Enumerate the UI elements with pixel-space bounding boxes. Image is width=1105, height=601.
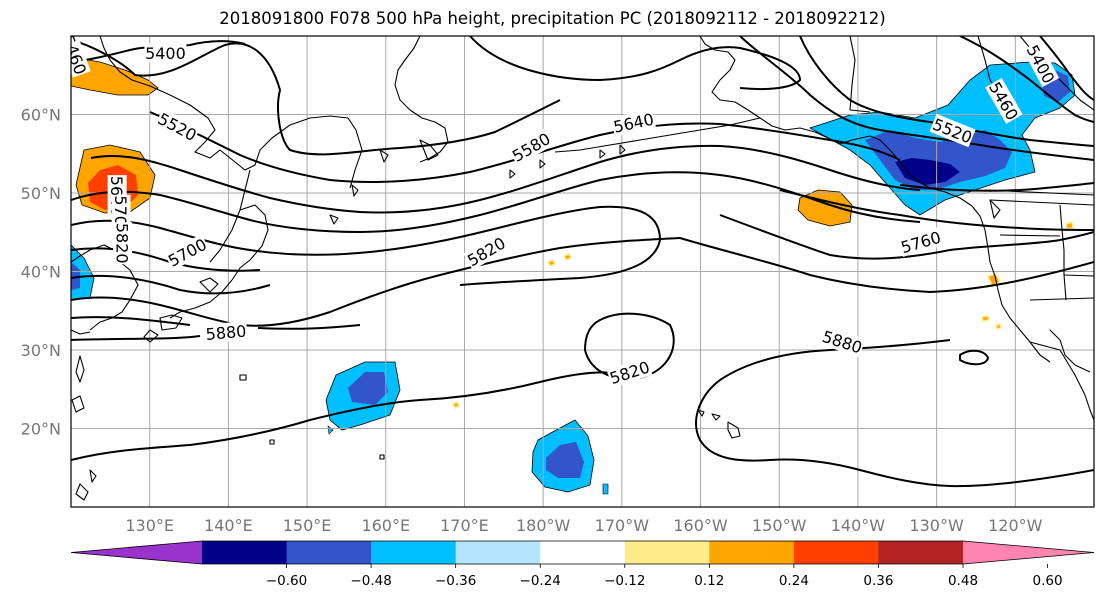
lon-tick-label: 130°W [909, 516, 964, 535]
contour-label-text: 5820 [113, 223, 132, 264]
contour-label-halo [463, 232, 510, 271]
colorbar-tick-label: 0.48 [948, 573, 978, 589]
contour-label-text: 5880 [205, 321, 247, 343]
lon-tick-label: 150°E [283, 516, 332, 535]
colorbar-tick-label: −0.60 [266, 573, 307, 589]
lon-tick-label: 140°E [204, 516, 253, 535]
contour-label-halo [897, 227, 944, 257]
contour-label-text: 5400 [145, 44, 186, 63]
longitude-labels: 130°E 140°E 150°E 160°E 170°E 180°W 170°W 160°W… [125, 516, 1042, 535]
colorbar-swatch [286, 541, 372, 564]
contour-label: 5400 [144, 43, 187, 63]
colorbar-tick-label: 0.60 [1033, 573, 1063, 589]
colorbar-swatch [878, 541, 964, 564]
colorbar-swatch [455, 541, 541, 564]
contour-label-halo [985, 77, 1023, 124]
height-contours [71, 36, 1094, 488]
contour-label: 5880 [204, 320, 248, 344]
contour-label-halo [819, 326, 866, 358]
lon-tick-label: 180°W [516, 516, 571, 535]
lat-tick-label: 20°N [21, 420, 61, 439]
contour-label-halo [611, 108, 657, 137]
colorbar: −0.60 −0.48 −0.36 −0.24 −0.12 0.12 0.24 0.36 0.4… [70, 540, 1095, 589]
lat-tick-label: 40°N [21, 263, 61, 282]
lat-tick-label: 30°N [21, 341, 61, 360]
colorbar-tick-label: −0.48 [350, 573, 391, 589]
lon-tick-label: 170°E [440, 516, 489, 535]
colorbar-extend-min [71, 541, 202, 564]
map-frame [70, 35, 1095, 508]
contour-label-halo [144, 43, 187, 63]
latitude-labels: 20°N 30°N 40°N 50°N 60°N [21, 106, 61, 439]
contour-label: 5820 [113, 222, 133, 265]
precip-negative-pacific-1 [325, 361, 401, 435]
contour-label-halo [606, 356, 653, 388]
contour-label-halo [71, 36, 91, 78]
coastlines [71, 36, 1094, 501]
lat-tick-label: 50°N [21, 184, 61, 203]
colorbar-swatch [709, 541, 795, 564]
colorbar-swatch [793, 541, 880, 564]
lon-tick-label: 130°E [125, 516, 174, 535]
precip-positive-west-top [71, 56, 159, 96]
colorbar-extend-max [963, 541, 1094, 564]
lon-tick-label: 140°W [831, 516, 886, 535]
colorbar-tick-label: 0.24 [779, 573, 809, 589]
contour-label-halo [113, 222, 133, 265]
colorbar-tick-label: 0.12 [694, 573, 724, 589]
colorbar-outline [70, 540, 1095, 565]
lon-tick-label: 160°W [673, 516, 728, 535]
precip-negative-pacific-2 [531, 419, 609, 495]
lon-tick-label: 150°W [752, 516, 807, 535]
colorbar-tick-label: −0.12 [604, 573, 645, 589]
contour-label-halo [1022, 41, 1060, 88]
colorbar-swatch [202, 541, 288, 564]
contour-label-halo [154, 108, 201, 145]
colorbar-swatch [540, 541, 626, 564]
colorbar-tick-label: −0.36 [435, 573, 476, 589]
lat-tick-label: 60°N [21, 106, 61, 125]
contour-label-halo [929, 113, 976, 148]
lon-tick-label: 160°E [361, 516, 410, 535]
contour-label-halo [508, 128, 555, 166]
colorbar-tick-label: 0.36 [863, 573, 893, 589]
contour-label-halo [164, 233, 211, 271]
lon-tick-label: 120°W [988, 516, 1043, 535]
colorbar-swatch [624, 541, 710, 564]
map-title: 2018091800 F078 500 hPa height, precipit… [219, 9, 886, 28]
colorbar-tick-label: −0.24 [520, 573, 561, 589]
contour-label-halo [204, 320, 248, 344]
colorbar-swatch [371, 541, 457, 564]
lon-tick-label: 170°W [595, 516, 650, 535]
